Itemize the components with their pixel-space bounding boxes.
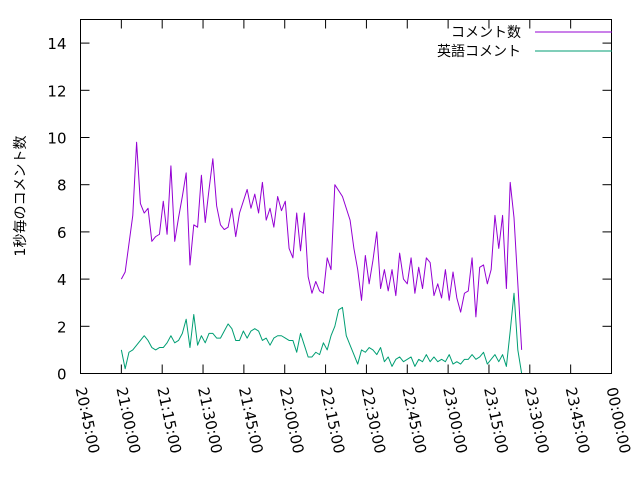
y-tick-label: 2	[57, 318, 67, 336]
legend-label-comment-count: コメント数	[451, 25, 521, 41]
x-tick-label: 23:00:00	[439, 386, 471, 456]
y-tick-label: 4	[57, 271, 67, 289]
y-axis-title: 1秒毎のコメント数	[13, 136, 29, 257]
y-tick-label: 8	[57, 177, 67, 195]
series-line-1	[120, 141, 523, 350]
x-tick-label: 23:15:00	[480, 386, 512, 456]
x-tick-label: 23:45:00	[562, 386, 594, 456]
x-tick-label: 22:15:00	[317, 386, 349, 456]
axis-ticks	[80, 19, 612, 374]
x-tick-label: 21:00:00	[112, 386, 144, 456]
y-tick-label: 6	[57, 224, 67, 242]
x-tick-label: 21:30:00	[194, 386, 226, 456]
x-tick-label: 22:00:00	[276, 386, 308, 456]
x-tick-label: 22:45:00	[398, 386, 430, 456]
x-tick-label: 23:30:00	[521, 386, 553, 456]
legend: コメント数 英語コメント	[437, 25, 612, 60]
x-tick-label: 20:45:00	[72, 386, 104, 456]
y-tick-label: 10	[47, 130, 66, 148]
x-tick-label: 22:30:00	[358, 386, 390, 456]
legend-label-english-comments: 英語コメント	[437, 43, 521, 60]
y-tick-label: 12	[47, 82, 66, 100]
x-axis-tick-labels: 20:45:00 21:00:00 21:15:00 21:30:00 21:45:00…	[72, 386, 635, 456]
y-tick-label: 0	[57, 366, 67, 384]
x-tick-label: 21:15:00	[153, 386, 185, 456]
y-axis-tick-labels: 0 2 4 6 8 10 12 14	[47, 35, 66, 383]
y-tick-label: 14	[47, 35, 66, 53]
series-line-2	[120, 292, 523, 374]
series-layer	[120, 141, 523, 374]
plot-frame	[80, 19, 612, 374]
x-tick-label: 21:45:00	[235, 386, 267, 456]
x-tick-label: 00:00:00	[603, 386, 635, 456]
